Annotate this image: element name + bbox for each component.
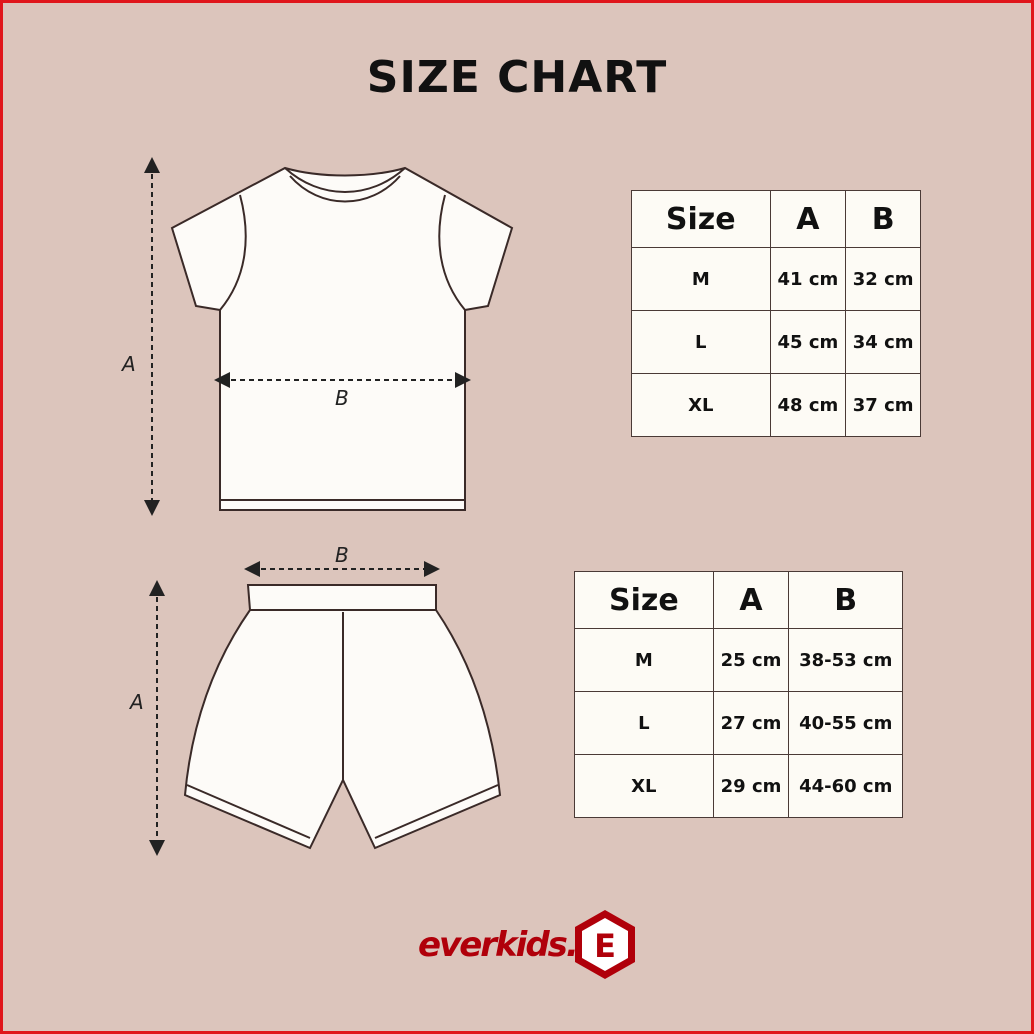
dimension-arrows xyxy=(144,157,471,856)
header-a: A xyxy=(712,571,790,629)
header-size: Size xyxy=(631,190,771,248)
page-title: SIZE CHART xyxy=(366,52,668,103)
size-cell: M xyxy=(631,247,771,311)
size-cell: XL xyxy=(574,754,714,818)
shorts-drawing xyxy=(183,584,502,850)
a-cell: 48 cm xyxy=(769,373,847,437)
b-cell: 40-55 cm xyxy=(788,691,903,755)
b-cell: 37 cm xyxy=(845,373,921,437)
table-header-row: Size A B xyxy=(574,571,903,629)
header-size: Size xyxy=(574,571,714,629)
a-cell: 41 cm xyxy=(769,247,847,311)
b-cell: 44-60 cm xyxy=(788,754,903,818)
shirt-size-table: Size A B M 41 cm 32 cm L 45 cm 34 cm XL 48 cm… xyxy=(631,190,921,437)
shorts-length-label: A xyxy=(130,690,144,714)
tshirt-drawing xyxy=(170,166,514,511)
a-cell: 27 cm xyxy=(712,691,790,755)
shirt-width-label: B xyxy=(335,386,349,410)
a-cell: 25 cm xyxy=(712,628,790,692)
b-cell: 38-53 cm xyxy=(788,628,903,692)
b-cell: 32 cm xyxy=(845,247,921,311)
b-cell: 34 cm xyxy=(845,310,921,374)
shorts-waist-label: B xyxy=(335,543,349,567)
header-a: A xyxy=(769,190,847,248)
size-cell: XL xyxy=(631,373,771,437)
everkids-logo-icon: E xyxy=(575,910,635,979)
svg-text:E: E xyxy=(594,927,616,965)
table-row: M 41 cm 32 cm xyxy=(631,247,921,311)
shirt-length-label: A xyxy=(122,352,136,376)
brand-wordmark: everkids. xyxy=(418,925,579,965)
a-cell: 29 cm xyxy=(712,754,790,818)
size-cell: L xyxy=(631,310,771,374)
header-b: B xyxy=(788,571,903,629)
table-row: M 25 cm 38-53 cm xyxy=(574,628,903,692)
table-header-row: Size A B xyxy=(631,190,921,248)
table-row: L 45 cm 34 cm xyxy=(631,310,921,374)
header-b: B xyxy=(845,190,921,248)
table-row: L 27 cm 40-55 cm xyxy=(574,691,903,755)
a-cell: 45 cm xyxy=(769,310,847,374)
table-row: XL 29 cm 44-60 cm xyxy=(574,754,903,818)
table-row: XL 48 cm 37 cm xyxy=(631,373,921,437)
size-cell: L xyxy=(574,691,714,755)
shorts-size-table: Size A B M 25 cm 38-53 cm L 27 cm 40-55 cm X… xyxy=(574,571,903,818)
size-cell: M xyxy=(574,628,714,692)
